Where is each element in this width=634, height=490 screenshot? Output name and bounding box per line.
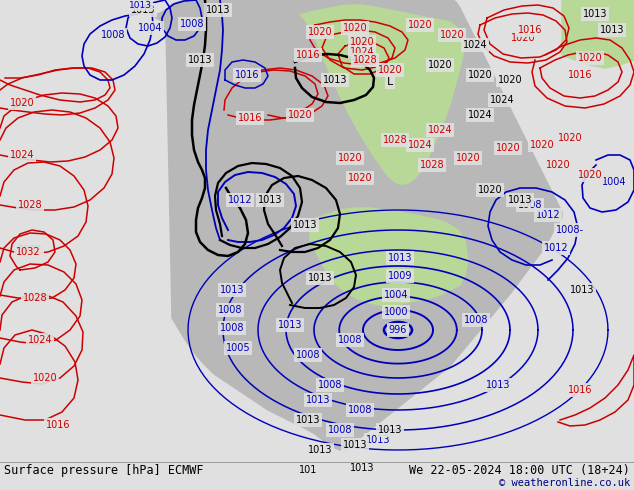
Text: 1020: 1020 [529,140,554,150]
Text: 1032: 1032 [16,247,41,257]
Text: 1008: 1008 [217,305,242,315]
Text: 1024: 1024 [408,140,432,150]
Text: We 22-05-2024 18:00 UTC (18+24): We 22-05-2024 18:00 UTC (18+24) [409,464,630,477]
Text: 1020: 1020 [511,33,535,43]
Text: L: L [387,77,393,87]
Text: 1028: 1028 [18,200,42,210]
Text: 1013: 1013 [583,9,607,19]
Text: 1013: 1013 [307,445,332,455]
Text: 1020: 1020 [428,60,452,70]
Text: 1008: 1008 [101,30,126,40]
Text: 1000: 1000 [384,307,408,317]
Text: 1008: 1008 [338,335,362,345]
Text: 1024: 1024 [468,110,493,120]
Text: 1020: 1020 [343,23,367,33]
Text: 1004: 1004 [602,177,626,187]
Text: 1013: 1013 [131,5,155,15]
Text: 1013: 1013 [129,0,152,9]
Text: 1028: 1028 [23,293,48,303]
Text: 1016: 1016 [295,50,320,60]
Text: 1020: 1020 [10,98,34,108]
Text: 1016: 1016 [238,113,262,123]
Text: 1008: 1008 [318,380,342,390]
Text: 1028: 1028 [383,135,407,145]
Text: 1013: 1013 [343,440,367,450]
Text: 1013: 1013 [366,435,391,445]
Text: 1013: 1013 [350,463,374,473]
Text: 1008: 1008 [328,425,353,435]
Text: 1020: 1020 [307,27,332,37]
Text: 1013: 1013 [388,253,412,263]
Text: 1013: 1013 [486,380,510,390]
Text: 1020: 1020 [468,70,493,80]
Text: 1020: 1020 [558,133,582,143]
Text: 1020: 1020 [498,75,522,85]
Text: 1008: 1008 [518,200,542,210]
Polygon shape [300,5,465,184]
Text: 1020: 1020 [546,160,571,170]
Text: 1009: 1009 [388,271,412,281]
Text: 1004: 1004 [138,23,162,33]
Text: 1004: 1004 [384,290,408,300]
Text: 1005: 1005 [226,343,250,353]
Text: 1020: 1020 [338,153,362,163]
Text: 1008: 1008 [348,405,372,415]
Text: 1013: 1013 [293,220,317,230]
Text: 1020: 1020 [33,373,57,383]
Text: 1032: 1032 [18,245,42,255]
Text: 1008: 1008 [295,350,320,360]
Text: 996: 996 [389,325,407,335]
Text: 1020: 1020 [456,153,481,163]
Text: 1013: 1013 [278,320,302,330]
Text: 1013: 1013 [206,5,230,15]
Text: 1016: 1016 [568,70,592,80]
Text: 1016: 1016 [235,70,259,80]
Text: 1012: 1012 [228,195,252,205]
Text: 1020: 1020 [378,65,403,75]
Polygon shape [562,0,634,68]
Text: 1020: 1020 [347,173,372,183]
Text: 1013: 1013 [306,395,330,405]
Text: 1024: 1024 [350,47,374,57]
Text: 1012: 1012 [544,243,568,253]
Text: 1024: 1024 [10,150,34,160]
Text: 1020: 1020 [350,37,374,47]
Text: 1013: 1013 [258,195,282,205]
Text: 1024: 1024 [28,335,53,345]
Text: 1016: 1016 [518,25,542,35]
Text: 1013: 1013 [188,55,212,65]
Polygon shape [310,208,468,305]
Text: 1013: 1013 [307,273,332,283]
Text: 1013: 1013 [508,195,533,205]
Text: 1008-: 1008- [556,225,584,235]
Text: 101: 101 [299,465,317,475]
Text: Surface pressure [hPa] ECMWF: Surface pressure [hPa] ECMWF [4,464,204,477]
Text: 1028: 1028 [353,55,377,65]
Text: 1020: 1020 [578,170,602,180]
Text: 1013: 1013 [600,25,624,35]
Text: 1008: 1008 [220,323,244,333]
Text: 1008: 1008 [180,19,204,29]
Text: 1012: 1012 [536,210,560,220]
Text: 1020: 1020 [496,143,521,153]
Text: 1013: 1013 [295,415,320,425]
Polygon shape [150,0,562,450]
Text: 1020: 1020 [288,110,313,120]
Text: 1020: 1020 [440,30,464,40]
Text: 1016: 1016 [568,385,592,395]
Text: 1020: 1020 [477,185,502,195]
Text: 1013: 1013 [570,285,594,295]
Text: 1008: 1008 [463,315,488,325]
Text: 1028: 1028 [420,160,444,170]
Text: 1024: 1024 [463,40,488,50]
Text: 1016: 1016 [46,420,70,430]
Text: 1013: 1013 [220,285,244,295]
Text: 1024: 1024 [428,125,452,135]
Text: 1020: 1020 [578,53,602,63]
Text: 1013: 1013 [378,425,402,435]
Text: 1013: 1013 [323,75,347,85]
Text: 1020: 1020 [408,20,432,30]
Text: 1024: 1024 [489,95,514,105]
Text: © weatheronline.co.uk: © weatheronline.co.uk [499,478,630,488]
